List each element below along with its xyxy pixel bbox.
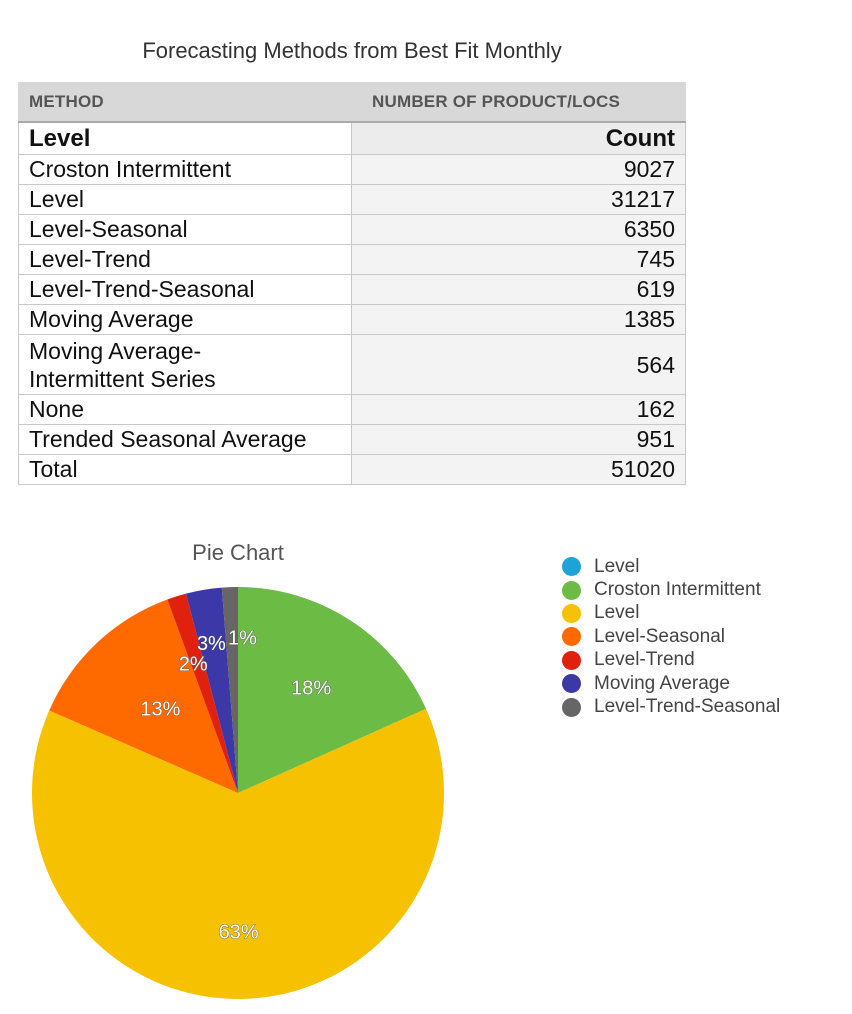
slice-label: 1%: [228, 627, 257, 649]
legend-label: Level-Trend-Seasonal: [594, 696, 781, 718]
table-row: Level-Trend 745: [18, 244, 686, 275]
table-row: Moving Average 1385: [18, 304, 686, 335]
column-header-count: NUMBER OF PRODUCT/LOCS: [351, 82, 686, 123]
legend-item: Moving Average: [562, 672, 780, 695]
legend-label: Level: [594, 555, 640, 577]
slice-label: 3%: [197, 633, 226, 655]
column-header-method: METHOD: [18, 82, 352, 123]
row-count: 6350: [351, 214, 686, 245]
subheader-count: Count: [351, 121, 686, 155]
pie-slice: [32, 708, 445, 999]
table-row: Level 31217: [18, 184, 686, 215]
legend-item: Level: [562, 602, 780, 625]
table-subheader-row: Level Count: [18, 121, 686, 155]
legend-swatch: [562, 627, 581, 647]
row-method: Level: [18, 184, 352, 215]
row-method: None: [18, 394, 352, 425]
forecast-methods-table: METHOD NUMBER OF PRODUCT/LOCS Level Coun…: [18, 82, 686, 485]
row-method: Trended Seasonal Average: [18, 424, 352, 455]
table-row: Moving Average- Intermittent Series 564: [18, 334, 686, 395]
row-method: Croston Intermittent: [18, 154, 352, 185]
total-label: Total: [18, 454, 352, 485]
legend-swatch: [562, 650, 581, 670]
legend-label: Moving Average: [594, 672, 730, 694]
row-method-line2: Intermittent Series: [29, 365, 216, 392]
legend-swatch: [562, 674, 581, 694]
table-row: None 162: [18, 394, 686, 425]
legend-label: Level: [594, 602, 640, 624]
legend-swatch: [562, 557, 581, 577]
chart-legend: Level Croston Intermittent Level Level-Seas…: [562, 555, 780, 719]
legend-label: Level-Seasonal: [594, 625, 725, 647]
table-row: Croston Intermittent 9027: [18, 154, 686, 185]
chart-title: Pie Chart: [192, 540, 284, 565]
row-method-line1: Moving Average-: [29, 337, 202, 364]
pie-slice: [49, 599, 238, 793]
row-count: 9027: [351, 154, 686, 185]
row-count: 951: [351, 424, 686, 455]
legend-item: Level-Seasonal: [562, 625, 780, 648]
total-count: 51020: [351, 454, 686, 485]
pie-slice: [238, 587, 426, 793]
slice-label: 63%: [219, 921, 259, 943]
legend-swatch: [562, 603, 581, 623]
slice-label: 13%: [140, 699, 180, 721]
table-row-total: Total 51020: [18, 454, 686, 485]
table-row: Trended Seasonal Average 951: [18, 424, 686, 455]
legend-item: Level-Trend: [562, 649, 780, 672]
row-method: Moving Average- Intermittent Series: [18, 334, 352, 395]
row-count: 564: [351, 334, 686, 395]
slice-label: 18%: [291, 678, 331, 700]
pie-slice: [221, 587, 238, 793]
table-row: Level-Trend-Seasonal 619: [18, 274, 686, 305]
row-method: Level-Trend: [18, 244, 352, 275]
row-count: 619: [351, 274, 686, 305]
table-header-row: METHOD NUMBER OF PRODUCT/LOCS: [18, 82, 686, 123]
legend-item: Croston Intermittent: [562, 578, 780, 601]
legend-label: Level-Trend: [594, 649, 695, 671]
slice-label: 2%: [179, 653, 208, 675]
row-count: 162: [351, 394, 686, 425]
table-row: Level-Seasonal 6350: [18, 214, 686, 245]
legend-item: Level-Trend-Seasonal: [562, 695, 780, 718]
legend-item: Level: [562, 555, 780, 578]
pie-slice: [186, 587, 238, 793]
legend-swatch: [562, 580, 581, 600]
table-title: Forecasting Methods from Best Fit Monthl…: [142, 38, 562, 63]
row-method: Moving Average: [18, 304, 352, 335]
row-count: 31217: [351, 184, 686, 215]
legend-label: Croston Intermittent: [594, 579, 761, 601]
pie-slice: [167, 593, 238, 793]
row-method: Level-Trend-Seasonal: [18, 274, 352, 305]
row-count: 1385: [351, 304, 686, 335]
legend-swatch: [562, 697, 581, 717]
